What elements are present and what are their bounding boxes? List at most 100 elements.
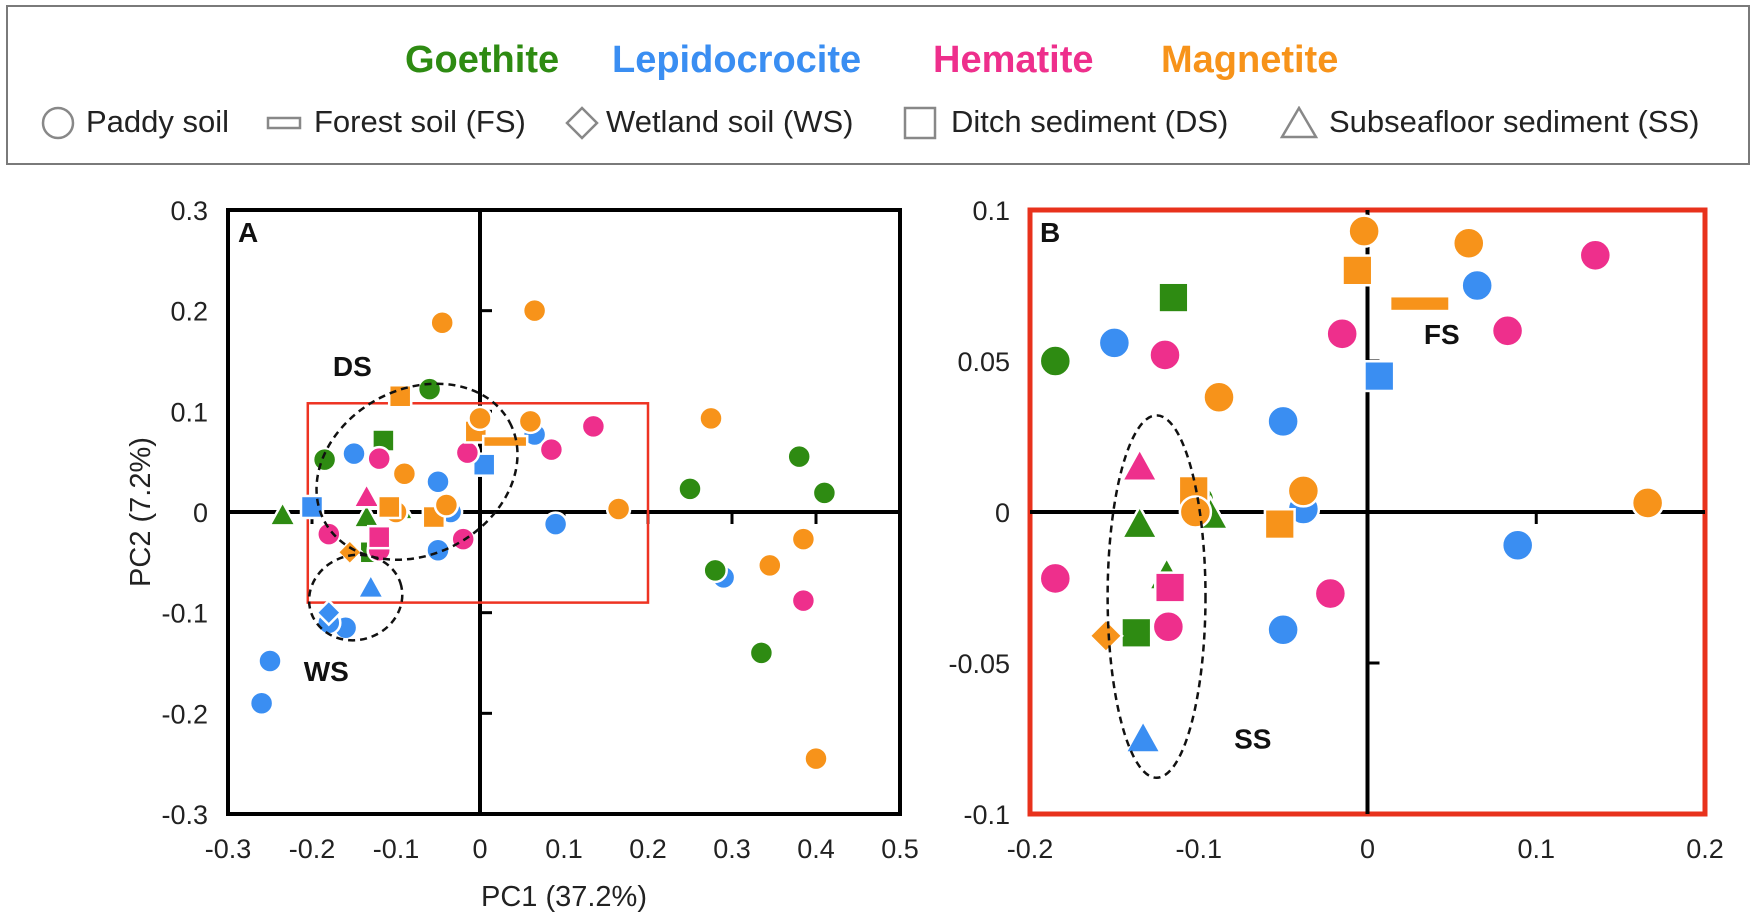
point-hematite-circle: [1313, 576, 1348, 611]
point-magnetite-circle: [433, 492, 460, 518]
point-hematite-triangle: [351, 481, 382, 509]
point-lepidocrocite-circle: [257, 648, 283, 674]
y-tick-label: 0.1: [170, 397, 208, 427]
cluster-ellipse-ss: [1106, 414, 1207, 780]
cluster-label-ds: DS: [333, 351, 372, 382]
x-tick-label: -0.2: [289, 834, 336, 864]
x-tick-label: -0.1: [373, 834, 420, 864]
point-hematite-circle: [538, 436, 565, 463]
point-lepidocrocite-circle: [1266, 613, 1300, 647]
x-tick-label: 0: [1360, 834, 1375, 864]
point-magnetite-circle: [1630, 486, 1665, 520]
point-magnetite-circle: [605, 496, 632, 522]
point-hematite-circle: [1578, 238, 1613, 273]
y-tick-label: -0.05: [948, 649, 1010, 679]
x-tick-label: 0.3: [713, 834, 751, 864]
point-lepidocrocite-square: [471, 452, 497, 477]
point-lepidocrocite-triangle: [1123, 718, 1163, 754]
legend: Goethite Lepidocrocite Hematite Magnetit…: [6, 5, 1750, 165]
point-magnetite-diamond: [1087, 617, 1124, 654]
y-axis-title: PC2 (7.2%): [125, 437, 157, 587]
legend-forest-soil-label: Forest soil (FS): [314, 104, 526, 139]
y-tick-label: 0: [193, 498, 208, 528]
point-magnetite-circle: [1178, 495, 1213, 529]
point-magnetite-circle: [790, 526, 817, 552]
point-hematite-circle: [1325, 317, 1359, 351]
point-magnetite-dash: [481, 434, 529, 449]
point-hematite-circle: [790, 587, 817, 614]
point-lepidocrocite-circle: [1500, 528, 1535, 562]
legend-magnetite: Magnetite: [1161, 39, 1339, 81]
point-magnetite-square: [377, 494, 402, 520]
point-goethite-circle: [311, 446, 338, 473]
point-hematite-square: [1153, 571, 1187, 604]
circle-icon: [41, 106, 75, 140]
point-magnetite-circle: [803, 745, 829, 772]
cluster-ellipse-ws: [307, 553, 404, 642]
legend-paddy-soil-label: Paddy soil: [86, 104, 230, 139]
x-tick-label: 0.4: [797, 834, 835, 864]
sample-legend-row: Paddy soil Forest soil (FS) Wetland soil…: [8, 95, 1748, 149]
x-tick-label: 0.2: [1686, 834, 1724, 864]
y-tick-label: 0: [995, 498, 1010, 528]
point-hematite-circle: [454, 439, 481, 466]
point-hematite-triangle: [1120, 446, 1160, 482]
point-lepidocrocite-circle: [1460, 268, 1494, 303]
point-lepidocrocite-circle: [1266, 404, 1300, 439]
legend-hematite: Hematite: [933, 39, 1094, 81]
cluster-label-ws: WS: [304, 656, 349, 687]
x-tick-label: 0.1: [545, 834, 583, 864]
point-magnetite-circle: [757, 552, 783, 579]
point-lepidocrocite-circle: [542, 511, 569, 537]
triangle-icon: [1279, 106, 1319, 139]
point-magnetite-circle: [521, 297, 548, 324]
point-lepidocrocite-triangle: [355, 571, 386, 600]
x-tick-label: -0.3: [205, 834, 252, 864]
cluster-ellipse-ds: [315, 382, 519, 561]
point-magnetite-square: [1341, 254, 1374, 287]
y-tick-label: -0.3: [161, 800, 208, 830]
point-magnetite-circle: [1202, 380, 1236, 415]
point-lepidocrocite-circle: [248, 690, 275, 717]
point-lepidocrocite-circle: [341, 440, 367, 467]
point-magnetite-diamond: [336, 538, 364, 567]
x-tick-label: 0.5: [881, 834, 919, 864]
annotation-fs: FS: [1424, 319, 1460, 350]
panel-label: B: [1040, 217, 1060, 248]
point-goethite-triangle: [1120, 503, 1160, 540]
point-lepidocrocite-square: [1363, 360, 1396, 393]
x-tick-label: -0.1: [1175, 834, 1222, 864]
point-magnetite-circle: [1286, 474, 1321, 508]
panel-label: A: [238, 217, 258, 248]
mineral-legend-row: Goethite Lepidocrocite Hematite Magnetit…: [8, 33, 1748, 87]
legend-goethite: Goethite: [405, 39, 560, 81]
point-goethite-triangle: [351, 501, 382, 529]
point-magnetite-square: [1263, 507, 1296, 541]
y-tick-label: -0.1: [963, 800, 1010, 830]
y-tick-label: 0.1: [972, 196, 1010, 226]
point-goethite-square: [1157, 281, 1190, 314]
point-goethite-circle: [786, 443, 812, 470]
point-hematite-circle: [1148, 338, 1182, 372]
dash-icon: [266, 116, 302, 130]
x-tick-label: 0: [472, 834, 487, 864]
point-goethite-circle: [748, 640, 775, 666]
diamond-icon: [565, 106, 599, 140]
y-tick-label: 0.3: [170, 196, 208, 226]
point-hematite-circle: [1490, 314, 1525, 348]
panel-b: -0.2 -0.1 0 0.1 0.2 -0.1 -0.05 0 0.05 0.1 SS FS B: [948, 196, 1723, 864]
point-hematite-circle: [316, 521, 342, 547]
point-lepidocrocite-diamond: [315, 598, 343, 627]
x-axis-title: PC1 (37.2%): [481, 881, 647, 913]
point-hematite-circle: [366, 445, 392, 472]
point-goethite-triangle: [267, 499, 298, 527]
point-goethite-square: [1120, 616, 1153, 649]
y-tick-label: 0.05: [957, 347, 1010, 377]
legend-wetland-soil-label: Wetland soil (WS): [606, 104, 854, 139]
point-goethite-circle: [677, 476, 703, 502]
x-tick-label: -0.2: [1007, 834, 1054, 864]
point-lepidocrocite-circle: [425, 469, 451, 495]
x-tick-label: 0.2: [629, 834, 667, 864]
legend-lepidocrocite: Lepidocrocite: [612, 39, 862, 81]
